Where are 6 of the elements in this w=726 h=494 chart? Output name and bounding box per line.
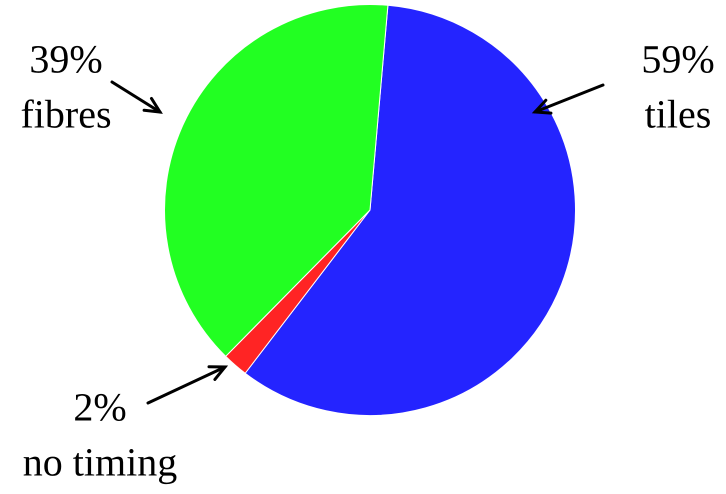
data-label: 59% [641,36,715,82]
slice-label: no timing [22,440,178,484]
data-label: 39% [29,36,103,82]
slice-label: tiles [644,92,712,136]
data-label: 2% [73,384,127,430]
slice-label: fibres [20,92,112,136]
